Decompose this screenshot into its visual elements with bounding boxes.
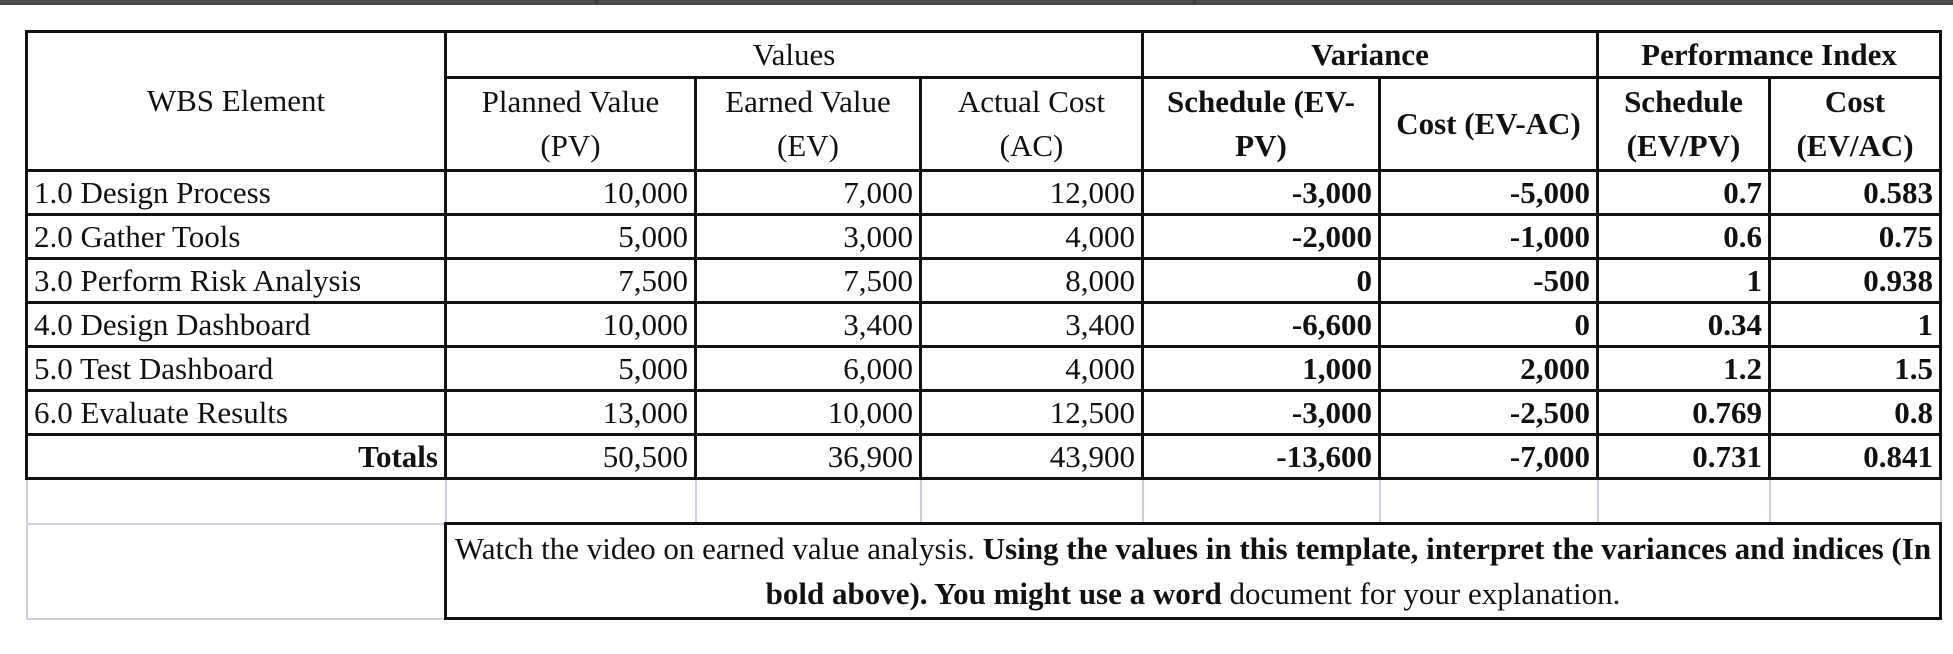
cv-cell[interactable]: -1,000 xyxy=(1378,213,1599,260)
ev-cell[interactable]: 3,000 xyxy=(694,213,922,260)
spi-cell[interactable]: 1.2 xyxy=(1596,345,1771,392)
spi-cell[interactable]: 1 xyxy=(1596,257,1771,304)
spi-cell[interactable]: 0.769 xyxy=(1596,389,1771,436)
sv-cell[interactable]: 0 xyxy=(1141,257,1381,304)
instructions-text-bold: Using the values in this template, inter… xyxy=(765,531,1932,611)
cv-cell[interactable]: 2,000 xyxy=(1378,345,1599,392)
total-ac-cell[interactable]: 43,900 xyxy=(919,433,1144,480)
ev-cell[interactable]: 3,400 xyxy=(694,301,922,348)
earned-value-table: WBS Element Values Variance Performance … xyxy=(25,30,1942,620)
total-cv-cell[interactable]: -7,000 xyxy=(1378,433,1599,480)
table-row: 5.0 Test Dashboard 5,000 6,000 4,000 1,0… xyxy=(25,345,1942,392)
instructions-text-end: document for your explanation. xyxy=(1221,576,1621,611)
wbs-cell[interactable]: 1.0 Design Process xyxy=(25,169,447,216)
empty-cell[interactable] xyxy=(1596,477,1771,525)
header-earned-value: Earned Value (EV) xyxy=(694,76,922,172)
ac-cell[interactable]: 4,000 xyxy=(919,345,1144,392)
table-row: 1.0 Design Process 10,000 7,000 12,000 -… xyxy=(25,169,1942,216)
empty-cell[interactable] xyxy=(25,477,447,525)
wbs-cell[interactable]: 2.0 Gather Tools xyxy=(25,213,447,260)
cv-cell[interactable]: -2,500 xyxy=(1378,389,1599,436)
window-top-bar xyxy=(0,0,1953,5)
header-cost-index: Cost (EV/AC) xyxy=(1768,76,1942,172)
header-schedule-variance: Schedule (EV-PV) xyxy=(1141,76,1381,172)
total-ev-cell[interactable]: 36,900 xyxy=(694,433,922,480)
total-spi-cell[interactable]: 0.731 xyxy=(1596,433,1771,480)
header-group-performance-index: Performance Index xyxy=(1596,30,1942,79)
ac-cell[interactable]: 12,000 xyxy=(919,169,1144,216)
pv-cell[interactable]: 10,000 xyxy=(444,169,697,216)
cpi-cell[interactable]: 0.938 xyxy=(1768,257,1942,304)
wbs-cell[interactable]: 5.0 Test Dashboard xyxy=(25,345,447,392)
header-planned-value: Planned Value (PV) xyxy=(444,76,697,172)
empty-cell[interactable] xyxy=(1768,477,1942,525)
empty-cell[interactable] xyxy=(25,522,447,620)
cv-cell[interactable]: -500 xyxy=(1378,257,1599,304)
spi-cell[interactable]: 0.34 xyxy=(1596,301,1771,348)
tab-strip-segment xyxy=(598,0,1193,5)
wbs-cell[interactable]: 6.0 Evaluate Results xyxy=(25,389,447,436)
sv-cell[interactable]: 1,000 xyxy=(1141,345,1381,392)
cpi-cell[interactable]: 0.583 xyxy=(1768,169,1942,216)
ev-cell[interactable]: 6,000 xyxy=(694,345,922,392)
table-row: 3.0 Perform Risk Analysis 7,500 7,500 8,… xyxy=(25,257,1942,304)
pv-cell[interactable]: 7,500 xyxy=(444,257,697,304)
empty-cell[interactable] xyxy=(1141,477,1381,525)
table-row: 4.0 Design Dashboard 10,000 3,400 3,400 … xyxy=(25,301,1942,348)
header-wbs-element: WBS Element xyxy=(25,30,447,172)
cpi-cell[interactable]: 1.5 xyxy=(1768,345,1942,392)
cv-cell[interactable]: -5,000 xyxy=(1378,169,1599,216)
empty-cell[interactable] xyxy=(694,477,922,525)
ac-cell[interactable]: 3,400 xyxy=(919,301,1144,348)
empty-cell[interactable] xyxy=(444,477,697,525)
header-group-variance: Variance xyxy=(1141,30,1599,79)
ac-cell[interactable]: 4,000 xyxy=(919,213,1144,260)
cpi-cell[interactable]: 1 xyxy=(1768,301,1942,348)
wbs-cell[interactable]: 3.0 Perform Risk Analysis xyxy=(25,257,447,304)
empty-cell[interactable] xyxy=(919,477,1144,525)
header-group-values: Values xyxy=(444,30,1144,79)
header-cost-variance: Cost (EV-AC) xyxy=(1378,76,1599,172)
ev-cell[interactable]: 10,000 xyxy=(694,389,922,436)
sv-cell[interactable]: -3,000 xyxy=(1141,389,1381,436)
pv-cell[interactable]: 5,000 xyxy=(444,213,697,260)
totals-row: Totals 50,500 36,900 43,900 -13,600 -7,0… xyxy=(25,433,1942,480)
table-row: 2.0 Gather Tools 5,000 3,000 4,000 -2,00… xyxy=(25,213,1942,260)
totals-label[interactable]: Totals xyxy=(25,433,447,480)
tab-strip-segment xyxy=(1196,0,1953,5)
ev-cell[interactable]: 7,500 xyxy=(694,257,922,304)
cv-cell[interactable]: 0 xyxy=(1378,301,1599,348)
instructions-row: Watch the video on earned value analysis… xyxy=(25,522,1942,620)
pv-cell[interactable]: 10,000 xyxy=(444,301,697,348)
total-cpi-cell[interactable]: 0.841 xyxy=(1768,433,1942,480)
tab-strip-segment xyxy=(0,0,595,5)
instructions-text-plain: Watch the video on earned value analysis… xyxy=(454,531,983,566)
ac-cell[interactable]: 12,500 xyxy=(919,389,1144,436)
table-row: 6.0 Evaluate Results 13,000 10,000 12,50… xyxy=(25,389,1942,436)
header-actual-cost: Actual Cost (AC) xyxy=(919,76,1144,172)
instructions-cell[interactable]: Watch the video on earned value analysis… xyxy=(444,522,1942,620)
total-sv-cell[interactable]: -13,600 xyxy=(1141,433,1381,480)
total-pv-cell[interactable]: 50,500 xyxy=(444,433,697,480)
header-schedule-index: Schedule (EV/PV) xyxy=(1596,76,1771,172)
sv-cell[interactable]: -6,600 xyxy=(1141,301,1381,348)
spi-cell[interactable]: 0.6 xyxy=(1596,213,1771,260)
sv-cell[interactable]: -2,000 xyxy=(1141,213,1381,260)
empty-row xyxy=(25,477,1942,525)
cpi-cell[interactable]: 0.75 xyxy=(1768,213,1942,260)
ac-cell[interactable]: 8,000 xyxy=(919,257,1144,304)
pv-cell[interactable]: 5,000 xyxy=(444,345,697,392)
ev-cell[interactable]: 7,000 xyxy=(694,169,922,216)
cpi-cell[interactable]: 0.8 xyxy=(1768,389,1942,436)
empty-cell[interactable] xyxy=(1378,477,1599,525)
sv-cell[interactable]: -3,000 xyxy=(1141,169,1381,216)
spi-cell[interactable]: 0.7 xyxy=(1596,169,1771,216)
pv-cell[interactable]: 13,000 xyxy=(444,389,697,436)
wbs-cell[interactable]: 4.0 Design Dashboard xyxy=(25,301,447,348)
